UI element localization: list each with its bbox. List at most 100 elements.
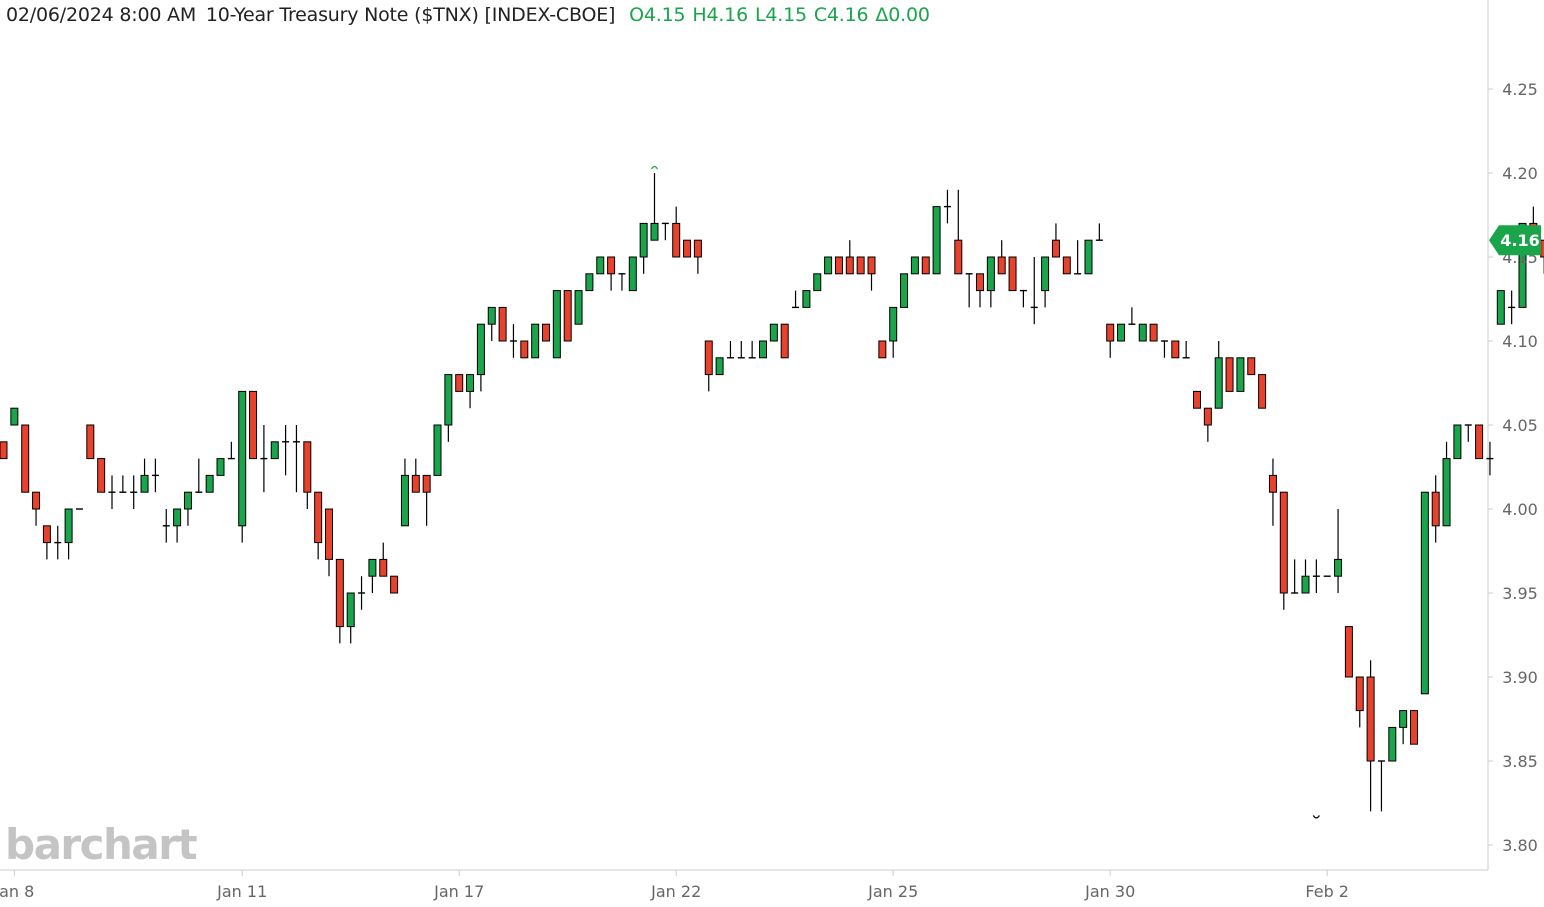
candle-body <box>867 256 876 275</box>
candle-body <box>878 340 887 359</box>
candle <box>411 458 420 493</box>
candle-body <box>1117 323 1126 342</box>
candle <box>1268 458 1277 526</box>
candle <box>140 458 149 493</box>
header-change: Δ0.00 <box>875 4 930 26</box>
header-low: L4.15 <box>754 4 807 26</box>
y-tick-label: 3.80 <box>1502 836 1538 855</box>
candle <box>737 341 745 359</box>
candle <box>10 407 19 426</box>
candle-body <box>238 390 247 527</box>
candle <box>618 273 626 291</box>
candle <box>433 424 442 476</box>
y-tick-label: 4.25 <box>1502 80 1538 99</box>
y-tick-label: 4.05 <box>1502 416 1538 435</box>
candle <box>878 340 887 359</box>
candle-body <box>585 273 594 292</box>
candle <box>607 256 616 291</box>
candle-body <box>86 424 95 460</box>
candle-body <box>433 424 442 476</box>
candle-body <box>1431 491 1440 527</box>
candle <box>574 290 583 325</box>
candle-body <box>824 256 833 275</box>
candle-body <box>140 474 149 493</box>
x-tick-label: Feb 2 <box>1305 882 1349 901</box>
candle-body <box>1268 474 1277 493</box>
candle-body <box>1301 575 1310 594</box>
candle <box>596 256 605 275</box>
candle-body <box>1496 290 1505 325</box>
candle <box>270 441 279 460</box>
candle-body <box>1355 676 1364 712</box>
candle-body <box>639 222 648 258</box>
candle <box>943 189 951 224</box>
candle <box>1030 257 1038 325</box>
candle <box>921 256 930 275</box>
candle <box>216 458 225 476</box>
candle <box>1236 357 1245 392</box>
candle-body <box>1008 256 1017 292</box>
candle-body <box>759 340 767 359</box>
candle <box>1019 289 1027 308</box>
candle <box>1149 323 1158 342</box>
candle-body <box>64 508 73 544</box>
candle-body <box>780 323 789 359</box>
candle <box>650 173 659 241</box>
header-datetime: 02/06/2024 8:00 AM <box>6 4 197 26</box>
candle-body <box>704 340 713 376</box>
candle-body <box>932 206 941 275</box>
candle <box>1442 441 1451 527</box>
candle <box>173 508 182 543</box>
candle <box>563 290 572 342</box>
candle <box>1279 491 1288 610</box>
candle-body <box>498 306 507 342</box>
candle-body <box>270 441 279 460</box>
candle-body <box>97 458 106 493</box>
candle-body <box>205 474 214 493</box>
candle <box>314 491 323 560</box>
candle <box>108 475 116 509</box>
candle <box>368 558 377 593</box>
candle-body <box>889 306 898 342</box>
candle-body <box>997 256 1006 275</box>
candle-body <box>1236 357 1245 392</box>
candle <box>1334 509 1343 593</box>
chart-header: 02/06/2024 8:00 AM 10-Year Treasury Note… <box>6 4 937 26</box>
candle <box>358 576 366 610</box>
y-tick-label: 3.95 <box>1502 584 1538 603</box>
candle-body <box>10 407 19 426</box>
candle <box>1399 710 1408 745</box>
candle <box>1388 726 1397 762</box>
candle-body <box>542 323 550 342</box>
candle <box>1355 676 1364 728</box>
candle-body <box>693 239 702 258</box>
candle <box>1464 424 1472 442</box>
candle-body <box>314 491 323 544</box>
candle <box>932 206 941 275</box>
candle <box>792 290 800 309</box>
candle <box>1420 491 1429 695</box>
candle <box>1214 341 1223 409</box>
barchart-watermark: barchart <box>5 820 198 869</box>
candle <box>476 323 485 392</box>
candle <box>1106 323 1115 358</box>
candle <box>1074 240 1082 275</box>
candle <box>21 424 30 493</box>
high-marker <box>650 165 659 170</box>
header-high: H4.16 <box>692 4 748 26</box>
candle <box>42 525 51 560</box>
candle <box>986 256 995 308</box>
candle-body <box>921 256 930 275</box>
candle <box>325 508 333 577</box>
candle <box>1312 559 1320 593</box>
candle <box>1041 256 1050 308</box>
candle <box>151 458 159 493</box>
candle <box>542 323 550 342</box>
candle-body <box>1084 239 1093 275</box>
candle <box>1247 357 1256 376</box>
candle <box>954 189 963 275</box>
candle <box>487 306 496 341</box>
candle-body <box>1138 323 1147 342</box>
